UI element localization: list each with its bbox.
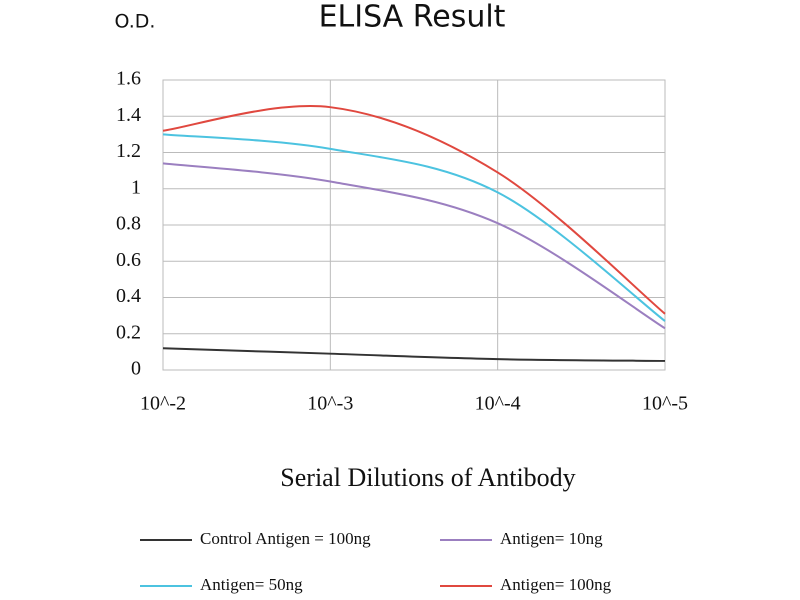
y-tick-label: 1.2	[116, 140, 141, 162]
x-tick-label: 10^-2	[140, 393, 186, 415]
y-axis-label: O.D.	[115, 11, 156, 33]
y-tick-label: 0.6	[116, 249, 141, 271]
y-tick-label: 0	[131, 358, 141, 380]
y-tick-label: 1.4	[116, 104, 141, 126]
series-line	[162, 162, 666, 330]
legend-label: Antigen= 50ng	[200, 575, 303, 594]
x-axis-label: Serial Dilutions of Antibody	[280, 463, 575, 492]
x-tick-label: 10^-3	[307, 393, 353, 415]
legend-label: Antigen= 100ng	[500, 575, 612, 594]
series-line	[162, 347, 666, 362]
y-tick-label: 1	[131, 176, 141, 198]
series-line	[162, 105, 666, 315]
y-tick-label: 1.6	[116, 68, 141, 90]
y-tick-label: 0.2	[116, 321, 141, 343]
chart-title: ELISA Result	[319, 0, 506, 35]
x-tick-label: 10^-5	[642, 393, 688, 415]
legend-label: Antigen= 10ng	[500, 529, 603, 548]
series-line	[162, 133, 666, 322]
y-tick-label: 0.8	[116, 213, 141, 235]
x-tick-label: 10^-4	[475, 393, 521, 415]
legend-label: Control Antigen = 100ng	[200, 529, 371, 548]
y-tick-label: 0.4	[116, 285, 141, 307]
